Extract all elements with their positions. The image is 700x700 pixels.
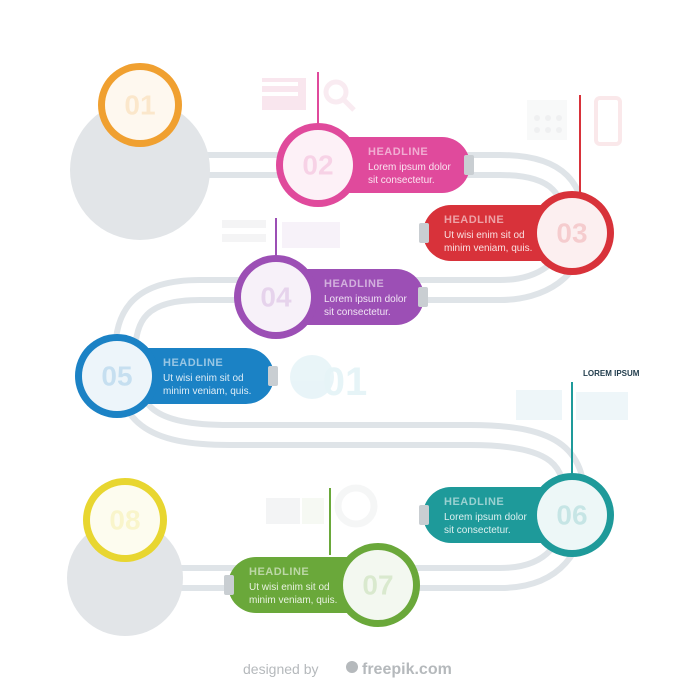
step-headline: HEADLINE bbox=[368, 146, 428, 158]
people-icon bbox=[266, 498, 324, 524]
step-number: 02 bbox=[302, 150, 333, 181]
card-icon bbox=[282, 222, 340, 248]
step-03: HEADLINE Ut wisi enim sit od minim veniam,… bbox=[419, 191, 614, 275]
step-circle-tint bbox=[90, 485, 160, 555]
step-circle bbox=[537, 480, 607, 550]
credit: designed by freepik.com bbox=[243, 661, 452, 678]
step-circle-tint bbox=[343, 550, 413, 620]
step-text-line2: minim veniam, quis. bbox=[163, 386, 251, 397]
step-circle bbox=[343, 550, 413, 620]
step-circle bbox=[105, 70, 175, 140]
decor-number: 01 bbox=[323, 360, 368, 404]
step-connector bbox=[419, 505, 429, 525]
step-headline: HEADLINE bbox=[444, 214, 504, 226]
step-02: HEADLINE Lorem ipsum dolor sit consectetur… bbox=[276, 123, 474, 207]
step-circle bbox=[241, 262, 311, 332]
step-headline: HEADLINE bbox=[163, 357, 223, 369]
step-text-line2: sit consectetur. bbox=[368, 175, 435, 186]
steps: 01 HEADLINE Lorem ipsum dolor sit consectet… bbox=[75, 63, 614, 627]
monitor-icon bbox=[516, 390, 628, 420]
step-text-line1: Ut wisi enim sit od bbox=[444, 230, 525, 241]
step-number: 04 bbox=[260, 282, 292, 313]
step-circle bbox=[82, 341, 152, 411]
step-number: 05 bbox=[101, 361, 132, 392]
step-number: 01 bbox=[124, 90, 155, 121]
start-circle bbox=[70, 100, 210, 240]
step-circle-tint bbox=[82, 341, 152, 411]
step-headline: HEADLINE bbox=[249, 566, 309, 578]
step-08: 08 bbox=[83, 478, 167, 562]
pointer-lines bbox=[275, 72, 581, 555]
step-text-line2: sit consectetur. bbox=[324, 307, 391, 318]
step-circle-tint bbox=[241, 262, 311, 332]
mobile-icon bbox=[594, 96, 622, 146]
step-circle-tint bbox=[537, 198, 607, 268]
step-text-line2: minim veniam, quis. bbox=[249, 595, 337, 606]
step-connector bbox=[224, 575, 234, 595]
credit-brand: freepik.com bbox=[362, 661, 452, 678]
step-text-line1: Lorem ipsum dolor bbox=[324, 294, 407, 305]
step-circle-tint bbox=[283, 130, 353, 200]
step-04: HEADLINE Lorem ipsum dolor sit consectetur… bbox=[234, 255, 428, 339]
step-text-line2: sit consectetur. bbox=[444, 525, 511, 536]
search-icon bbox=[323, 79, 356, 112]
credit-designed-by: designed by bbox=[243, 661, 319, 677]
step-number: 08 bbox=[109, 505, 140, 536]
step-headline: HEADLINE bbox=[324, 278, 384, 290]
freepik-logo-icon bbox=[346, 661, 358, 673]
step-connector bbox=[419, 223, 429, 243]
step-number: 06 bbox=[556, 500, 587, 531]
step-text-line1: Lorem ipsum dolor bbox=[368, 162, 451, 173]
step-connector bbox=[418, 287, 428, 307]
step-text-line1: Ut wisi enim sit od bbox=[249, 582, 330, 593]
lorem-ipsum-label: LOREM IPSUM bbox=[583, 369, 640, 378]
step-07: HEADLINE Ut wisi enim sit od minim veniam,… bbox=[224, 543, 420, 627]
step-text-line1: Ut wisi enim sit od bbox=[163, 373, 244, 384]
step-circle bbox=[283, 130, 353, 200]
document-list-icon bbox=[262, 78, 306, 110]
step-01: 01 bbox=[98, 63, 182, 147]
step-circle-tint bbox=[537, 480, 607, 550]
step-text-line2: minim veniam, quis. bbox=[444, 243, 532, 254]
step-circle bbox=[90, 485, 160, 555]
step-06: HEADLINE Lorem ipsum dolor sit consectetur… bbox=[419, 473, 614, 557]
list-lines-icon bbox=[222, 220, 266, 242]
step-text-line1: Lorem ipsum dolor bbox=[444, 512, 527, 523]
ring-icon bbox=[334, 484, 378, 528]
step-circle-tint bbox=[105, 70, 175, 140]
pie-chart-icon bbox=[290, 355, 334, 399]
step-connector bbox=[268, 366, 278, 386]
grid-dots-icon bbox=[527, 100, 567, 140]
step-number: 07 bbox=[362, 570, 393, 601]
decor-icons bbox=[222, 78, 628, 528]
step-circle bbox=[537, 198, 607, 268]
step-connector bbox=[464, 155, 474, 175]
step-headline: HEADLINE bbox=[444, 496, 504, 508]
step-05: HEADLINE Ut wisi enim sit od minim veniam,… bbox=[75, 334, 278, 418]
step-number: 03 bbox=[556, 218, 587, 249]
